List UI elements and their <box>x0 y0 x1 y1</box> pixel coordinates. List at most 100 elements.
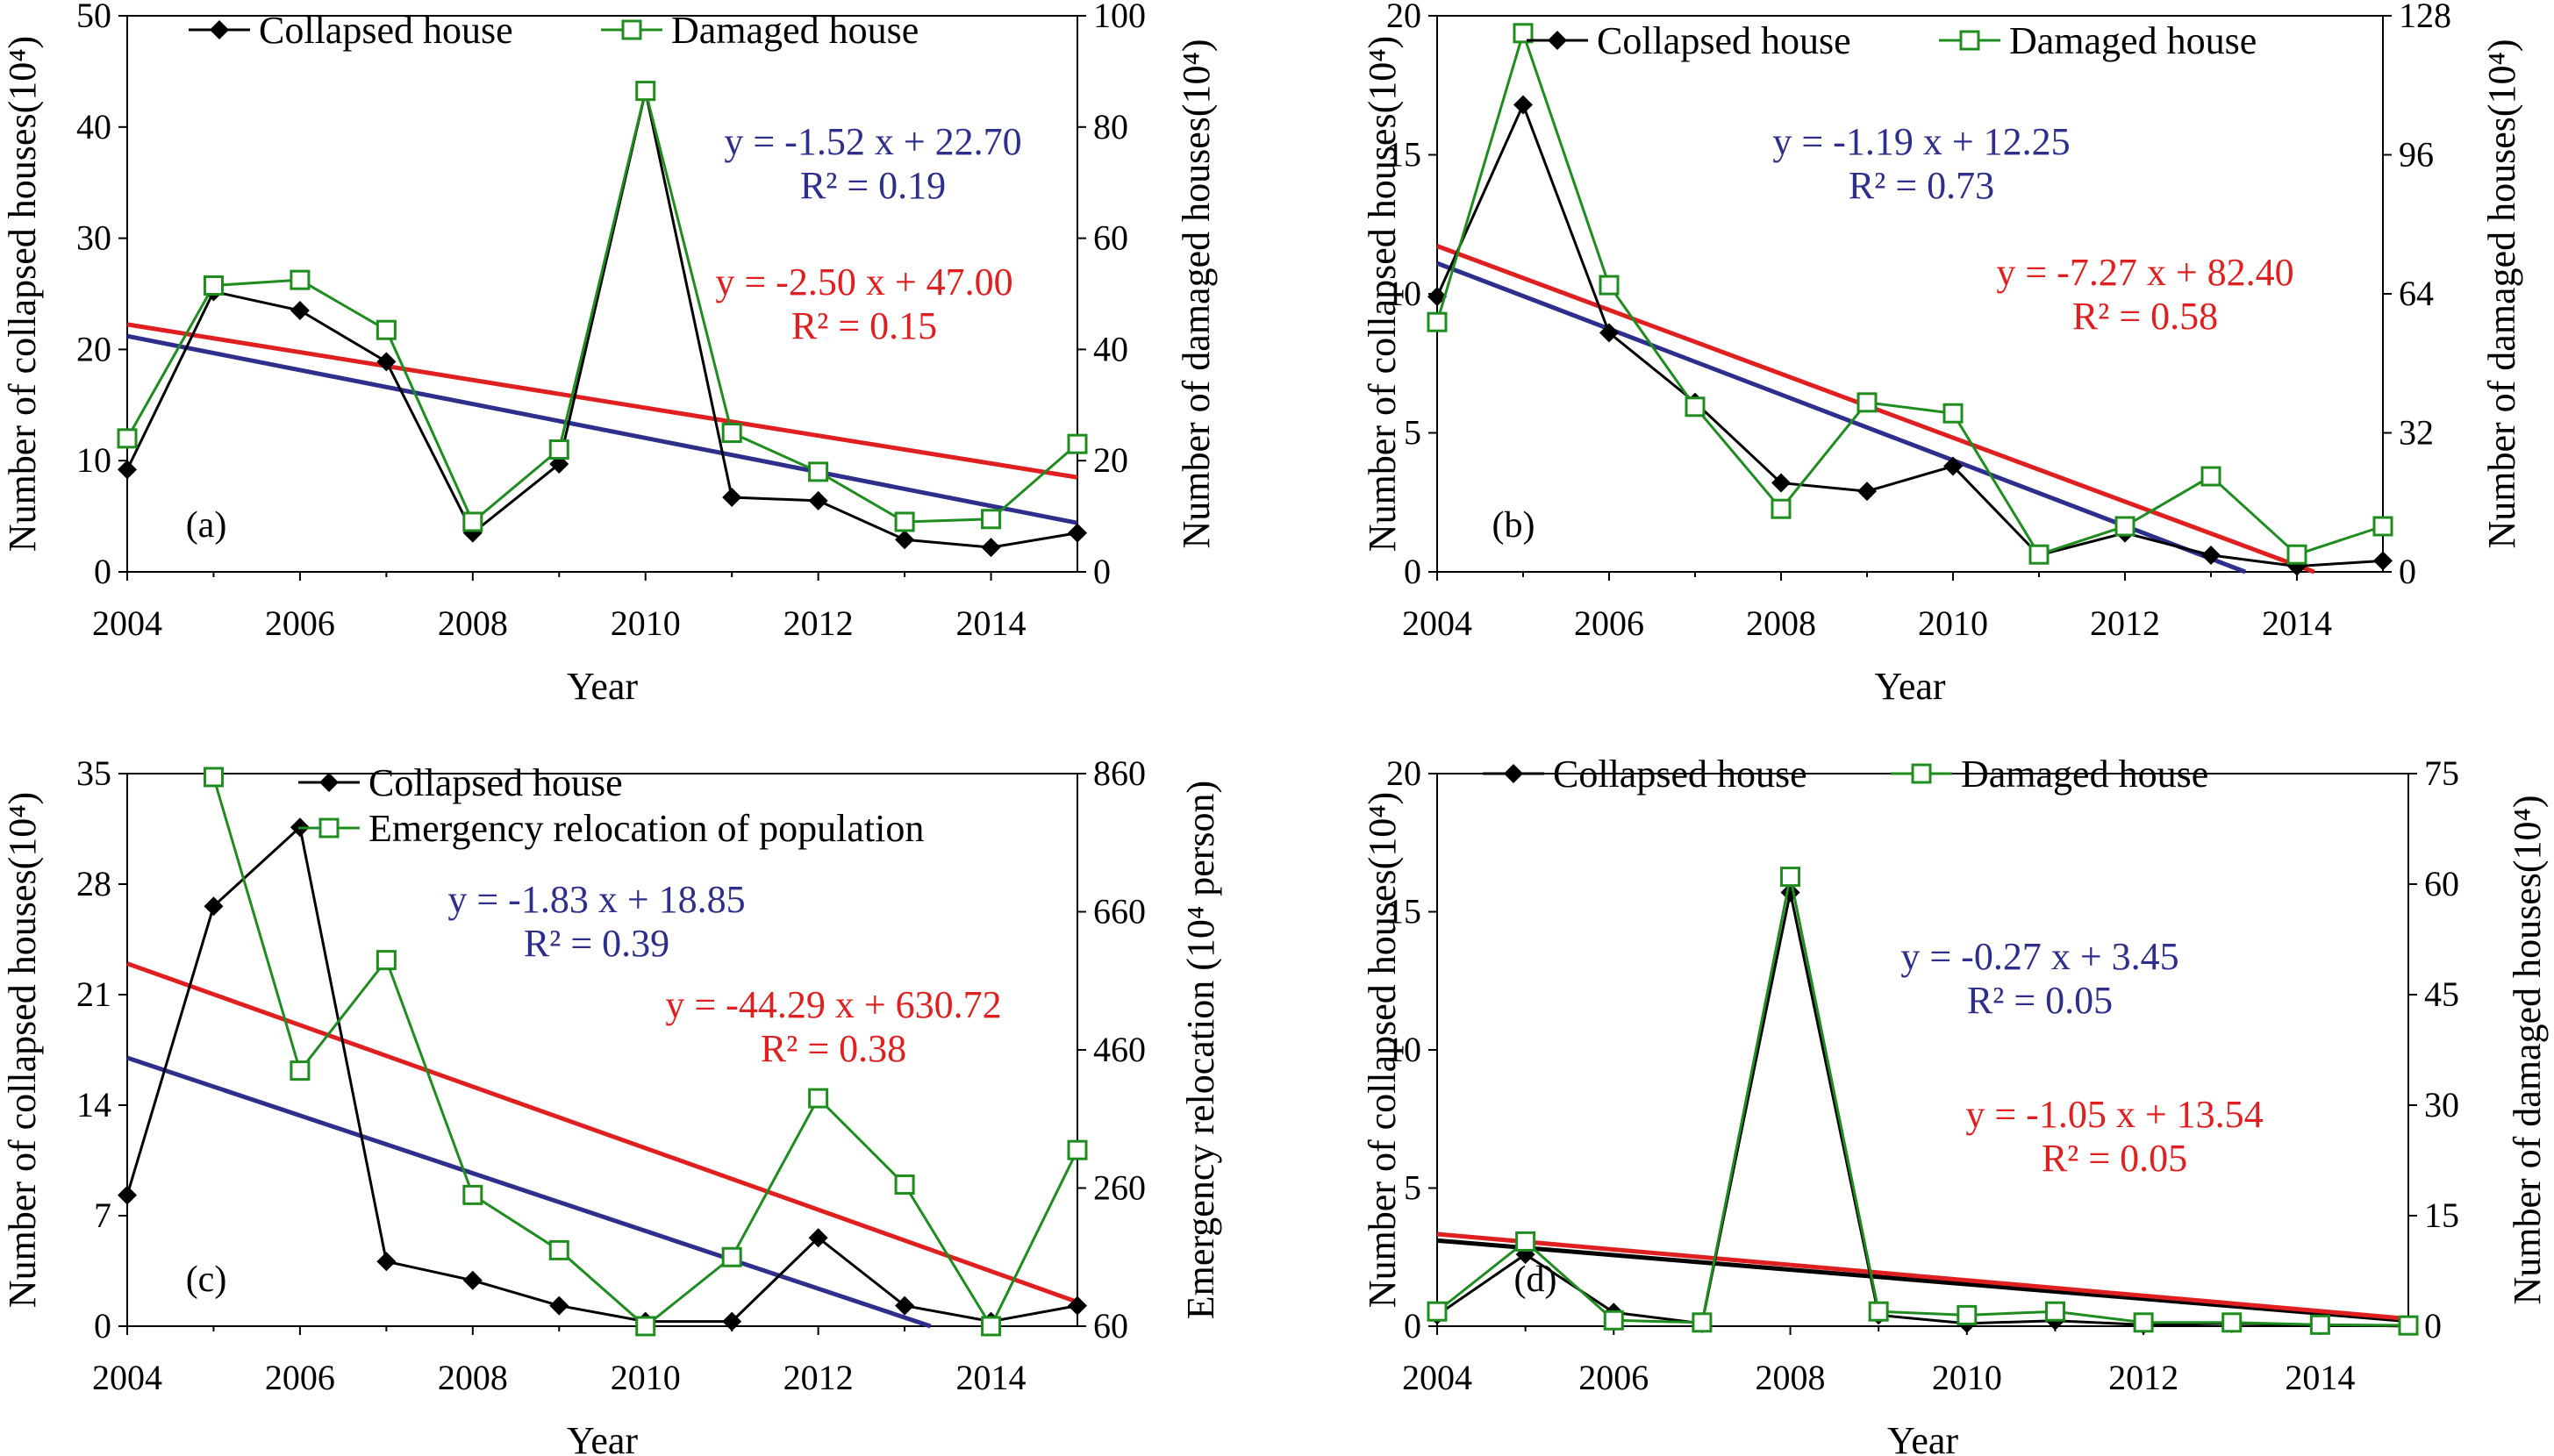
regression-equation: R² = 0.58 <box>2072 295 2218 338</box>
chart-panel-d: 2004 2006 2008 2010 2012 2014Year05101520Numb… <box>1361 753 2549 1456</box>
regression-equation: y = -7.27 x + 82.40 <box>1996 251 2293 294</box>
data-point-square <box>894 1174 915 1195</box>
x-tick-label: 2006 <box>1574 603 1644 643</box>
panel-label: (c) <box>186 1260 227 1300</box>
legend-label: Collapsed house <box>368 761 623 804</box>
y-tick-label: 20 <box>1386 0 1421 35</box>
data-point-square <box>1067 1139 1088 1160</box>
trendline-black <box>1436 1238 2409 1324</box>
y-axis-label: Number of collapsed houses(10⁴) <box>1361 36 1404 552</box>
data-point-square <box>808 1088 829 1109</box>
legend-marker-diamond <box>319 773 339 792</box>
data-point-diamond <box>1857 482 1877 502</box>
legend-marker-diamond <box>210 20 229 39</box>
trendline-red <box>126 322 1078 480</box>
x-tick-label: 2006 <box>1578 1358 1649 1397</box>
y-tick-label: 0 <box>94 1306 111 1345</box>
regression-equation: y = -1.05 x + 13.54 <box>1965 1093 2263 1136</box>
data-point-square <box>1427 311 1448 332</box>
data-point-diamond <box>808 1228 828 1248</box>
data-point-diamond <box>722 1311 742 1331</box>
data-point-square <box>2028 544 2050 565</box>
regression-equation: y = -1.52 x + 22.70 <box>724 120 1021 163</box>
y-tick-label: 40 <box>76 107 111 146</box>
y-tick-label: 0 <box>94 552 111 591</box>
data-point-square <box>1868 1301 1889 1322</box>
data-point-diamond <box>2373 551 2393 571</box>
regression-equation: y = -2.50 x + 47.00 <box>715 261 1012 303</box>
data-point-square <box>2309 1314 2330 1335</box>
x-tick-label: 2012 <box>2090 603 2160 643</box>
series-line-secondary <box>125 90 1078 525</box>
regression-equation: y = -1.19 x + 12.25 <box>1772 120 2070 163</box>
data-point-diamond <box>462 1270 483 1290</box>
regression-equation: R² = 0.15 <box>791 304 937 347</box>
y2-tick-label: 260 <box>1093 1168 1146 1208</box>
data-point-square <box>2221 1312 2243 1333</box>
data-point-square <box>2372 516 2393 537</box>
y2-tick-label: 100 <box>1093 0 1146 35</box>
x-tick-label: 2004 <box>92 1358 162 1397</box>
y2-tick-label: 60 <box>1093 1306 1128 1345</box>
data-point-square <box>203 767 224 788</box>
y2-tick-label: 64 <box>2399 274 2434 313</box>
data-point-square <box>2286 544 2307 565</box>
data-point-diamond <box>1771 473 1791 493</box>
data-point-square <box>462 1184 483 1205</box>
legend-marker-diamond <box>1548 31 1567 50</box>
data-point-diamond <box>290 301 310 321</box>
data-point-diamond <box>895 530 915 550</box>
x-tick-label: 2004 <box>1402 603 1472 643</box>
x-axis-label: Year <box>1887 1419 1958 1456</box>
regression-equation: R² = 0.05 <box>2042 1137 2187 1180</box>
plot-frame <box>1436 15 2384 573</box>
series-line-secondary <box>1436 876 2409 1327</box>
data-point-square <box>1780 867 1801 888</box>
series-line-collapsed <box>1435 101 2384 568</box>
y2-tick-label: 80 <box>1093 107 1128 146</box>
legend-label: Collapsed house <box>259 9 513 52</box>
y-tick-label: 7 <box>94 1195 111 1235</box>
y2-tick-label: 0 <box>1093 552 1111 591</box>
data-point-square <box>376 319 397 340</box>
legend-marker-square <box>318 817 340 839</box>
y-tick-label: 50 <box>76 0 111 35</box>
legend-marker-square <box>621 19 642 40</box>
data-point-square <box>981 509 1002 530</box>
x-tick-label: 2008 <box>438 603 508 643</box>
data-point-square <box>462 511 483 532</box>
data-point-square <box>2044 1301 2065 1322</box>
regression-equation: y = -0.27 x + 3.45 <box>1900 935 2178 978</box>
data-point-square <box>2133 1312 2154 1333</box>
x-tick-label: 2008 <box>438 1358 508 1397</box>
x-tick-label: 2008 <box>1756 1358 1826 1397</box>
legend-label: Damaged house <box>2009 19 2257 62</box>
legend-marker-square <box>1911 763 1932 784</box>
data-point-square <box>548 439 569 460</box>
y2-axis-label: Number of damaged houses(10⁴) <box>2480 39 2523 548</box>
y-tick-label: 5 <box>1404 1168 1421 1208</box>
x-tick-label: 2004 <box>1402 1358 1472 1397</box>
x-tick-label: 2012 <box>2108 1358 2178 1397</box>
x-tick-label: 2010 <box>1918 603 1988 643</box>
legend-label: Collapsed house <box>1597 19 1851 62</box>
y2-tick-label: 32 <box>2399 413 2434 453</box>
y-tick-label: 35 <box>76 753 111 793</box>
data-point-diamond <box>549 1295 569 1316</box>
data-point-square <box>1771 498 1792 519</box>
trendline-blue <box>1436 261 2247 575</box>
y2-tick-label: 0 <box>2424 1306 2442 1345</box>
x-tick-label: 2014 <box>956 1358 1027 1397</box>
data-point-diamond <box>808 490 828 510</box>
x-tick-label: 2014 <box>2262 603 2332 643</box>
x-tick-label: 2012 <box>783 1358 854 1397</box>
y-tick-label: 15 <box>1386 135 1421 175</box>
x-tick-label: 2010 <box>1932 1358 2002 1397</box>
data-point-square <box>721 423 742 443</box>
x-axis-label: Year <box>567 665 638 708</box>
x-tick-label: 2014 <box>956 603 1027 643</box>
data-point-square <box>894 511 915 532</box>
y2-tick-label: 860 <box>1093 753 1146 793</box>
data-point-diamond <box>722 488 742 508</box>
series-line-secondary <box>1435 28 2384 556</box>
